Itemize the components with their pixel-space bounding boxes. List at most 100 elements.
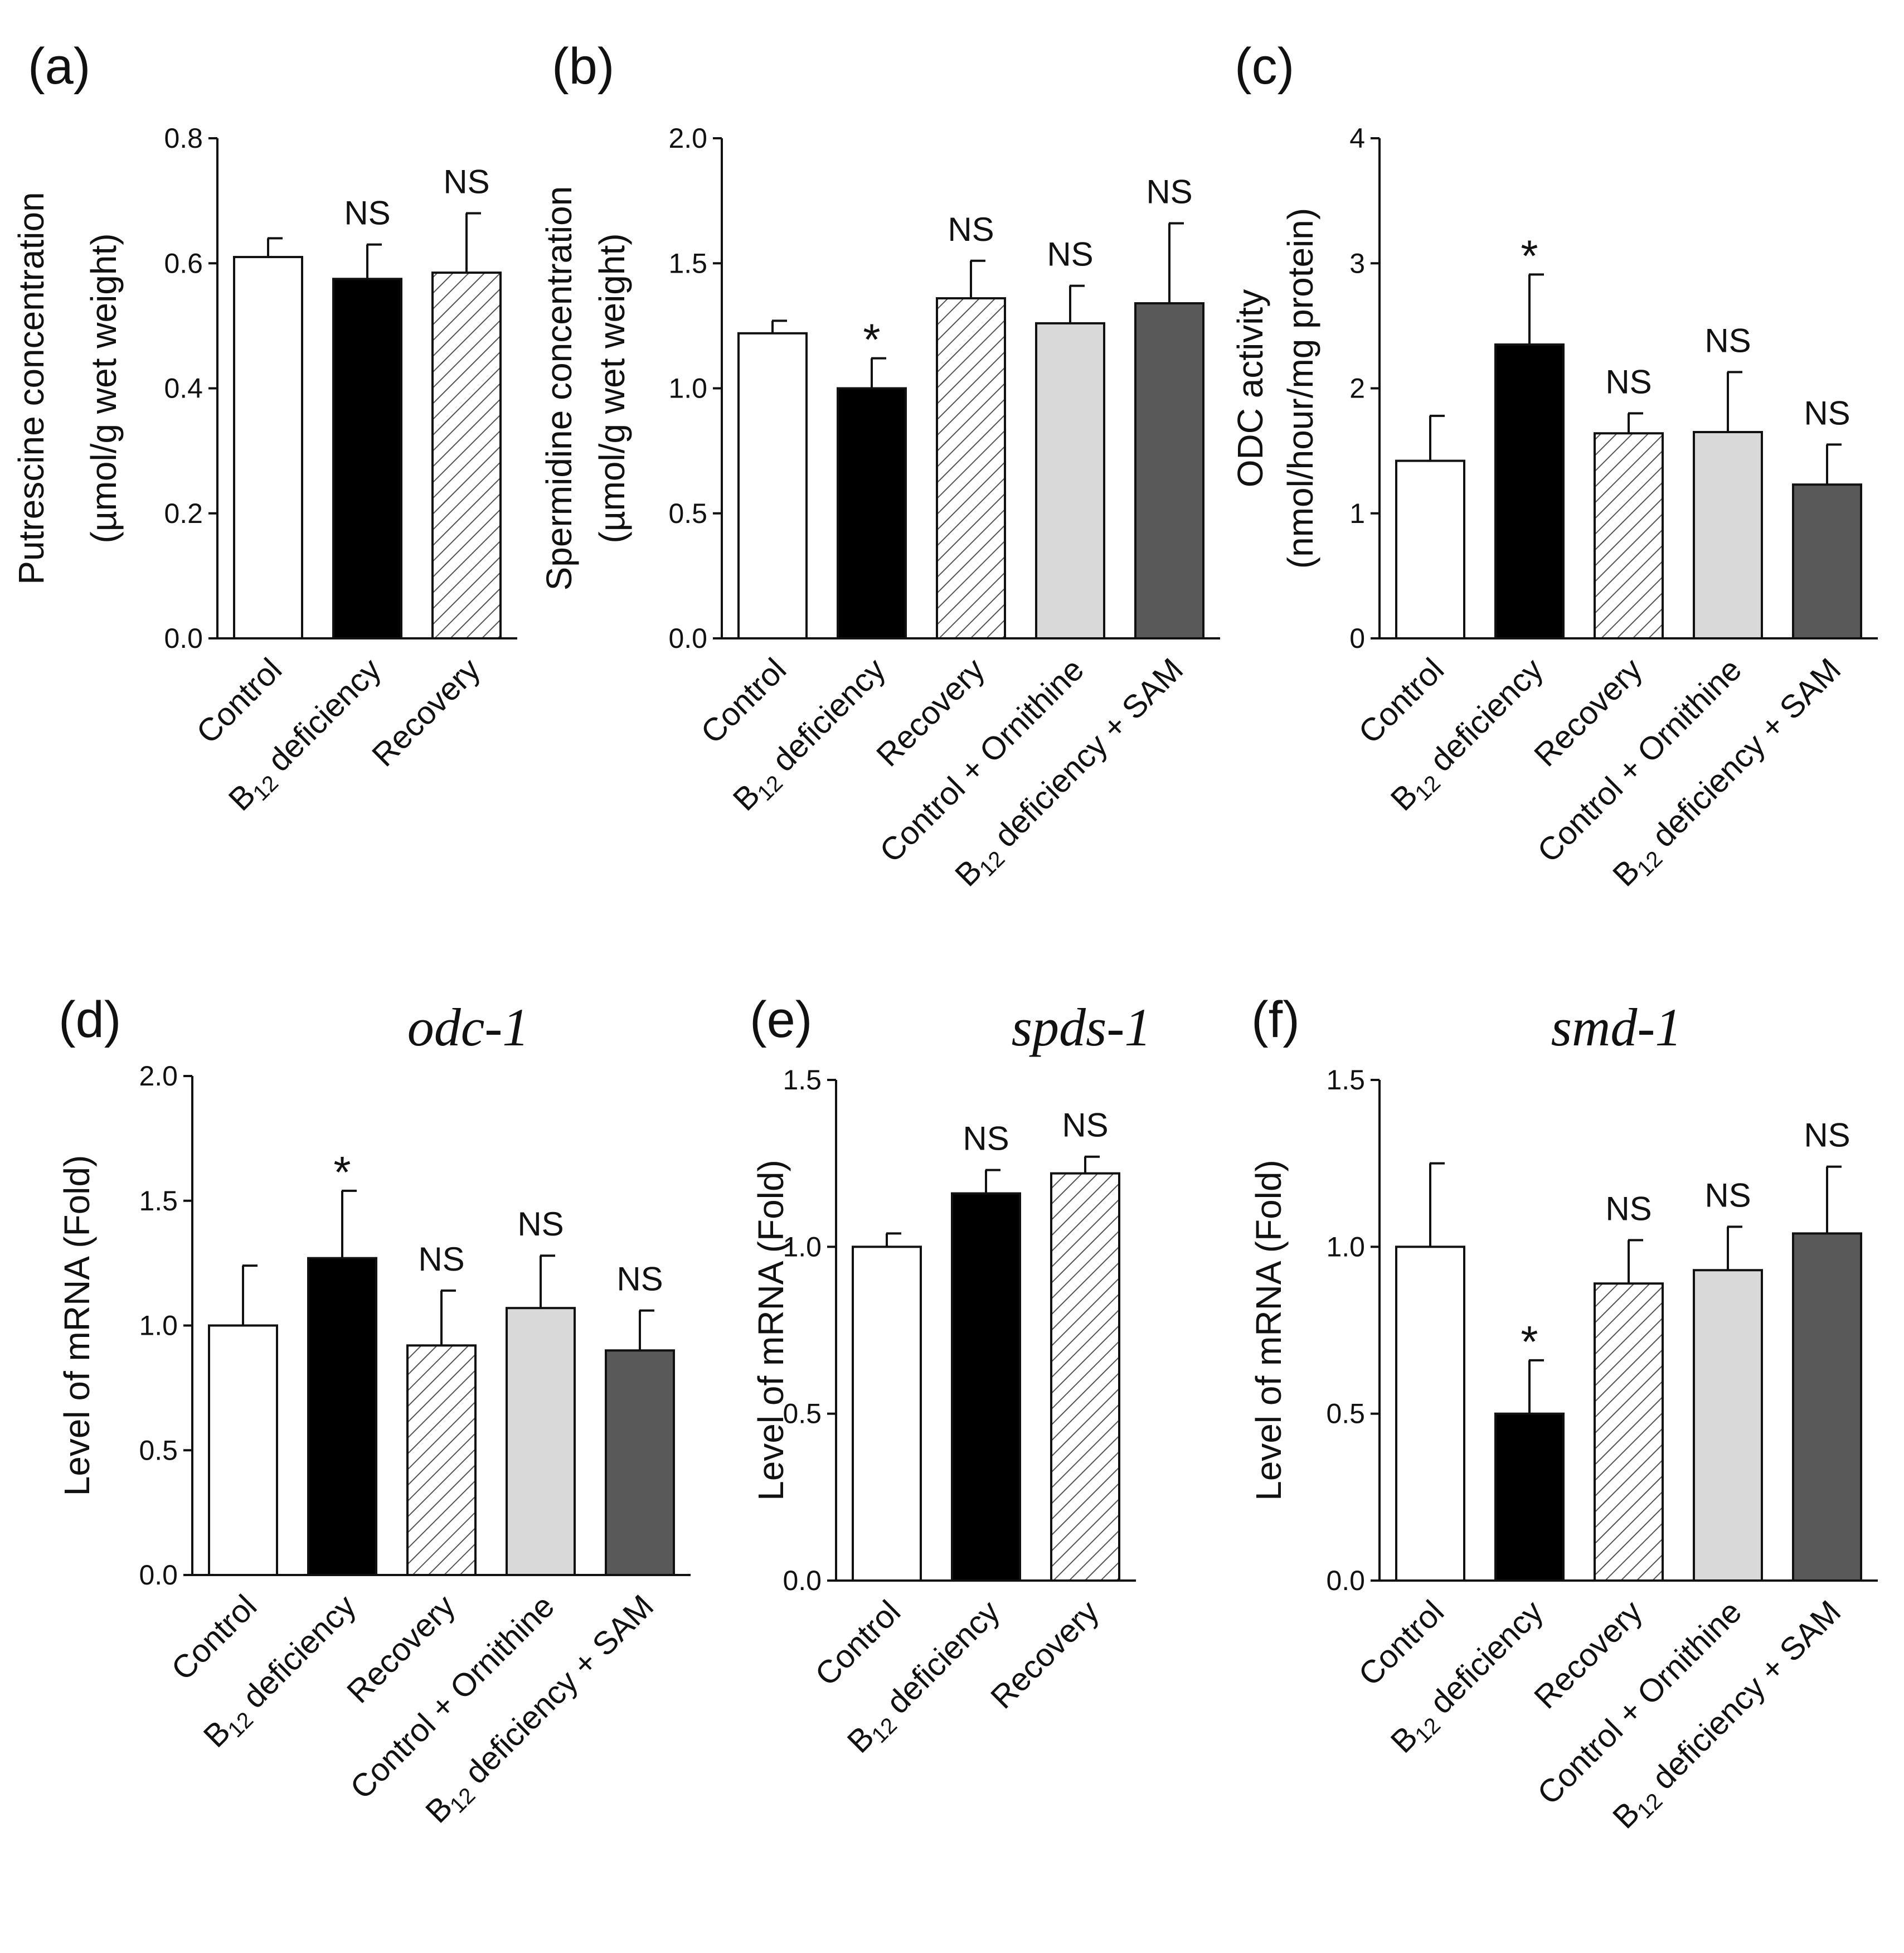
significance-label: NS bbox=[443, 163, 489, 201]
significance-label: * bbox=[1521, 1317, 1538, 1366]
x-tick-label: Recovery bbox=[984, 1593, 1106, 1715]
significance-label: NS bbox=[616, 1261, 663, 1298]
y-tick-label: 0.6 bbox=[164, 248, 203, 279]
bar bbox=[1395, 459, 1465, 639]
significance-label: * bbox=[863, 315, 880, 365]
chart-panel-6: (f) smd-1 Level of mRNA (Fold) 0.0 0.5 1.0 1.5… bbox=[1249, 991, 1878, 1835]
y-tick-label: 0.5 bbox=[139, 1435, 178, 1466]
chart-panel-1: (a) Putrescine concentration (µmol/g wet w… bbox=[11, 38, 517, 818]
significance-label: NS bbox=[1704, 1176, 1751, 1214]
y-tick-label: 0.5 bbox=[668, 498, 707, 529]
significance-label: NS bbox=[963, 1120, 1009, 1157]
significance-label: NS bbox=[1146, 173, 1192, 210]
y-tick-label: 0.4 bbox=[164, 373, 203, 404]
y-tick-label: 1.5 bbox=[783, 1064, 822, 1096]
y-tick-label: 1.0 bbox=[783, 1231, 822, 1262]
bar bbox=[852, 1246, 922, 1582]
y-tick-label: 0 bbox=[1349, 623, 1365, 654]
bar bbox=[1494, 1412, 1565, 1582]
chart-title: spds-1 bbox=[1012, 997, 1152, 1057]
bar bbox=[1693, 1269, 1763, 1582]
y-axis-label: Putrescine concentration bbox=[11, 192, 51, 584]
bar bbox=[737, 332, 808, 639]
chart-panel-2: (b) Spermidine concentration (µmol/g wet w… bbox=[539, 38, 1220, 893]
significance-label: NS bbox=[1704, 322, 1751, 359]
bar bbox=[1494, 343, 1565, 639]
bar bbox=[1134, 302, 1204, 639]
y-tick-label: 1.5 bbox=[139, 1185, 178, 1217]
y-tick-label: 2 bbox=[1349, 373, 1365, 404]
bar bbox=[936, 297, 1006, 639]
y-tick-label: 0.0 bbox=[164, 623, 203, 654]
significance-label: NS bbox=[1804, 394, 1850, 432]
y-axis-label: Spermidine concentration bbox=[539, 186, 579, 591]
x-tick-label: Recovery bbox=[365, 651, 487, 773]
bar bbox=[1035, 322, 1105, 639]
y-tick-label: 0.5 bbox=[1326, 1398, 1365, 1429]
y-tick-label: 0.0 bbox=[139, 1559, 178, 1591]
chart-panel-3: (c) ODC activity (nmol/hour/mg protein) 0 1 2… bbox=[1230, 38, 1878, 893]
significance-label: * bbox=[1521, 231, 1538, 280]
y-tick-label: 1.0 bbox=[139, 1310, 178, 1341]
bar bbox=[1792, 483, 1862, 639]
panel-letter: (f) bbox=[1251, 991, 1300, 1048]
y-tick-label: 1 bbox=[1349, 498, 1365, 529]
panel-letter: (d) bbox=[59, 991, 121, 1048]
bar bbox=[307, 1257, 377, 1577]
y-axis-label: (µmol/g wet weight) bbox=[592, 233, 632, 543]
bar bbox=[1693, 430, 1763, 639]
significance-label: NS bbox=[1605, 363, 1652, 400]
y-tick-label: 0.0 bbox=[783, 1565, 822, 1596]
significance-label: * bbox=[333, 1147, 351, 1197]
y-axis-label: (µmol/g wet weight) bbox=[84, 233, 124, 543]
bar bbox=[406, 1344, 477, 1577]
significance-label: NS bbox=[948, 211, 994, 248]
bar bbox=[837, 387, 907, 639]
chart-title: smd-1 bbox=[1551, 997, 1682, 1057]
bar bbox=[951, 1192, 1021, 1582]
bar bbox=[1050, 1172, 1120, 1582]
bar bbox=[332, 278, 402, 639]
chart-panel-4: (d) odc-1 Level of mRNA (Fold) 0.0 0.5 1.0 1.5… bbox=[57, 991, 691, 1830]
significance-label: NS bbox=[517, 1205, 564, 1243]
x-tick-label: Control bbox=[694, 651, 793, 750]
y-tick-label: 0.5 bbox=[783, 1398, 822, 1429]
y-axis-label: Level of mRNA (Fold) bbox=[57, 1155, 97, 1496]
x-tick-label: Control bbox=[164, 1588, 264, 1687]
y-axis-label: Level of mRNA (Fold) bbox=[751, 1160, 791, 1501]
bar bbox=[506, 1307, 576, 1577]
bar bbox=[233, 256, 303, 640]
y-tick-label: 3 bbox=[1349, 248, 1365, 279]
x-tick-label: Control bbox=[808, 1593, 907, 1693]
significance-label: NS bbox=[344, 195, 390, 232]
bar bbox=[1594, 1282, 1664, 1582]
significance-label: NS bbox=[418, 1240, 464, 1278]
bar bbox=[605, 1349, 675, 1576]
panel-letter: (e) bbox=[750, 991, 812, 1048]
x-tick-label: Control bbox=[1352, 1593, 1451, 1693]
significance-label: NS bbox=[1062, 1107, 1108, 1144]
y-tick-label: 0.8 bbox=[164, 123, 203, 154]
y-tick-label: 0.0 bbox=[668, 623, 707, 654]
y-tick-label: 1.5 bbox=[1326, 1064, 1365, 1096]
y-tick-label: 0.2 bbox=[164, 498, 203, 529]
y-axis-label: Level of mRNA (Fold) bbox=[1249, 1160, 1289, 1501]
x-tick-label: Control bbox=[190, 651, 289, 750]
panel-letter: (b) bbox=[552, 38, 614, 95]
y-tick-label: 2.0 bbox=[668, 123, 707, 154]
x-tick-label: Control bbox=[1352, 651, 1451, 750]
bar bbox=[1395, 1246, 1465, 1582]
panel-letter: (c) bbox=[1235, 38, 1294, 95]
chart-panel-5: (e) spds-1 Level of mRNA (Fold) 0.0 0.5 1.0 1.… bbox=[750, 991, 1152, 1760]
y-tick-label: 4 bbox=[1349, 123, 1365, 154]
chart-title: odc-1 bbox=[407, 997, 530, 1057]
significance-label: NS bbox=[1047, 236, 1093, 273]
panel-letter: (a) bbox=[28, 38, 90, 95]
significance-label: NS bbox=[1605, 1190, 1652, 1227]
y-tick-label: 1.5 bbox=[668, 248, 707, 279]
y-tick-label: 1.0 bbox=[1326, 1231, 1365, 1262]
y-axis-label: (nmol/hour/mg protein) bbox=[1280, 208, 1320, 569]
y-axis-label: ODC activity bbox=[1230, 289, 1270, 488]
y-tick-label: 0.0 bbox=[1326, 1565, 1365, 1596]
